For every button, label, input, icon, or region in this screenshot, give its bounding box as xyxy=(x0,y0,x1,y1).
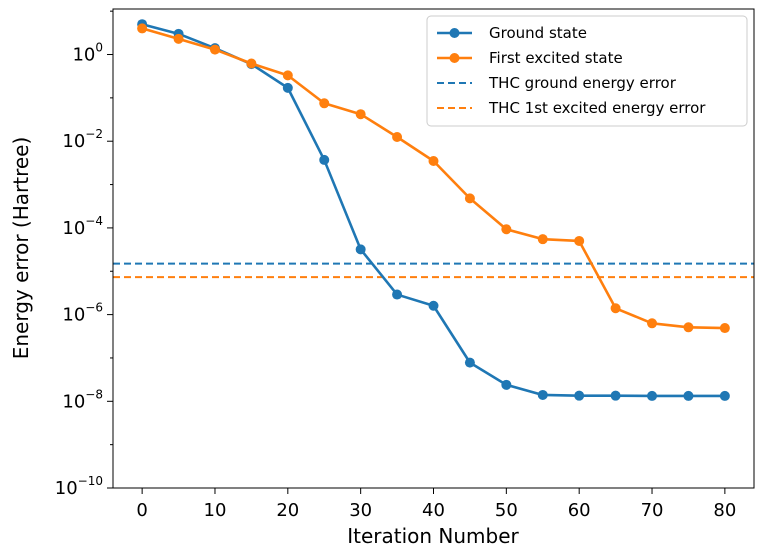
data-point-ground-state xyxy=(574,390,585,401)
legend-marker-ground-state xyxy=(449,28,460,38)
legend-box xyxy=(426,15,748,127)
x-axis-label: Iteration Number xyxy=(347,524,519,548)
y-axis-label: Energy error (Hartree) xyxy=(9,137,33,360)
data-point-ground-state xyxy=(392,289,403,300)
data-point-ground-state xyxy=(719,390,730,401)
data-point-first-excited-state xyxy=(173,33,184,44)
data-point-ground-state xyxy=(647,390,658,401)
x-tick-label: 40 xyxy=(422,500,445,521)
data-point-first-excited-state xyxy=(501,224,512,235)
data-point-first-excited-state xyxy=(464,193,475,204)
x-tick-label: 0 xyxy=(136,500,147,521)
y-tick-label: 10−10 xyxy=(55,474,103,499)
data-point-ground-state xyxy=(683,390,694,401)
data-point-ground-state xyxy=(464,357,475,368)
data-point-first-excited-state xyxy=(647,318,658,329)
data-point-first-excited-state xyxy=(719,323,730,334)
data-point-ground-state xyxy=(355,244,366,255)
data-point-first-excited-state xyxy=(392,132,403,143)
data-point-first-excited-state xyxy=(319,98,330,109)
legend-label-ground-state: Ground state xyxy=(489,24,587,42)
y-tick-label: 10−8 xyxy=(62,387,103,412)
legend-label-thc-ground-energy-error: THC ground energy error xyxy=(488,74,677,92)
data-point-first-excited-state xyxy=(137,23,148,34)
legend-label-first-excited-state: First excited state xyxy=(489,49,623,67)
x-tick-label: 80 xyxy=(713,500,736,521)
legend-marker-first-excited-state xyxy=(449,53,460,63)
data-point-ground-state xyxy=(537,389,548,400)
x-tick-label: 30 xyxy=(349,500,372,521)
x-tick-label: 20 xyxy=(276,500,299,521)
data-point-ground-state xyxy=(319,154,330,165)
data-point-first-excited-state xyxy=(209,44,220,55)
x-tick-label: 60 xyxy=(568,500,591,521)
y-axis-ticks: 100 10−2 10−4 10−6 10−8 10−10 xyxy=(55,10,113,499)
legend-label-thc-1st-excited-energy-error: THC 1st excited energy error xyxy=(488,99,706,117)
x-tick-label: 10 xyxy=(204,500,227,521)
data-point-first-excited-state xyxy=(428,155,439,166)
data-point-ground-state xyxy=(428,300,439,311)
data-point-first-excited-state xyxy=(246,58,257,69)
data-point-ground-state xyxy=(610,390,621,401)
y-tick-label: 10−6 xyxy=(62,301,103,326)
data-point-first-excited-state xyxy=(282,70,293,81)
data-point-first-excited-state xyxy=(683,322,694,333)
legend: Ground state First excited state THC groun… xyxy=(426,15,748,127)
data-point-first-excited-state xyxy=(574,235,585,246)
reference-lines xyxy=(113,262,754,279)
legend-entries: Ground state First excited state THC groun… xyxy=(437,24,706,117)
data-point-first-excited-state xyxy=(610,303,621,314)
data-point-first-excited-state xyxy=(537,234,548,245)
y-tick-label: 100 xyxy=(72,41,103,66)
x-tick-label: 50 xyxy=(495,500,518,521)
y-tick-label: 10−2 xyxy=(62,127,103,152)
data-point-ground-state xyxy=(282,82,293,93)
x-axis-ticks: 0 10 20 30 40 50 60 70 80 xyxy=(136,488,736,521)
y-tick-label: 10−4 xyxy=(62,214,103,239)
x-tick-label: 70 xyxy=(641,500,664,521)
data-point-ground-state xyxy=(501,379,512,390)
data-point-first-excited-state xyxy=(355,109,366,120)
data-series xyxy=(137,19,730,401)
